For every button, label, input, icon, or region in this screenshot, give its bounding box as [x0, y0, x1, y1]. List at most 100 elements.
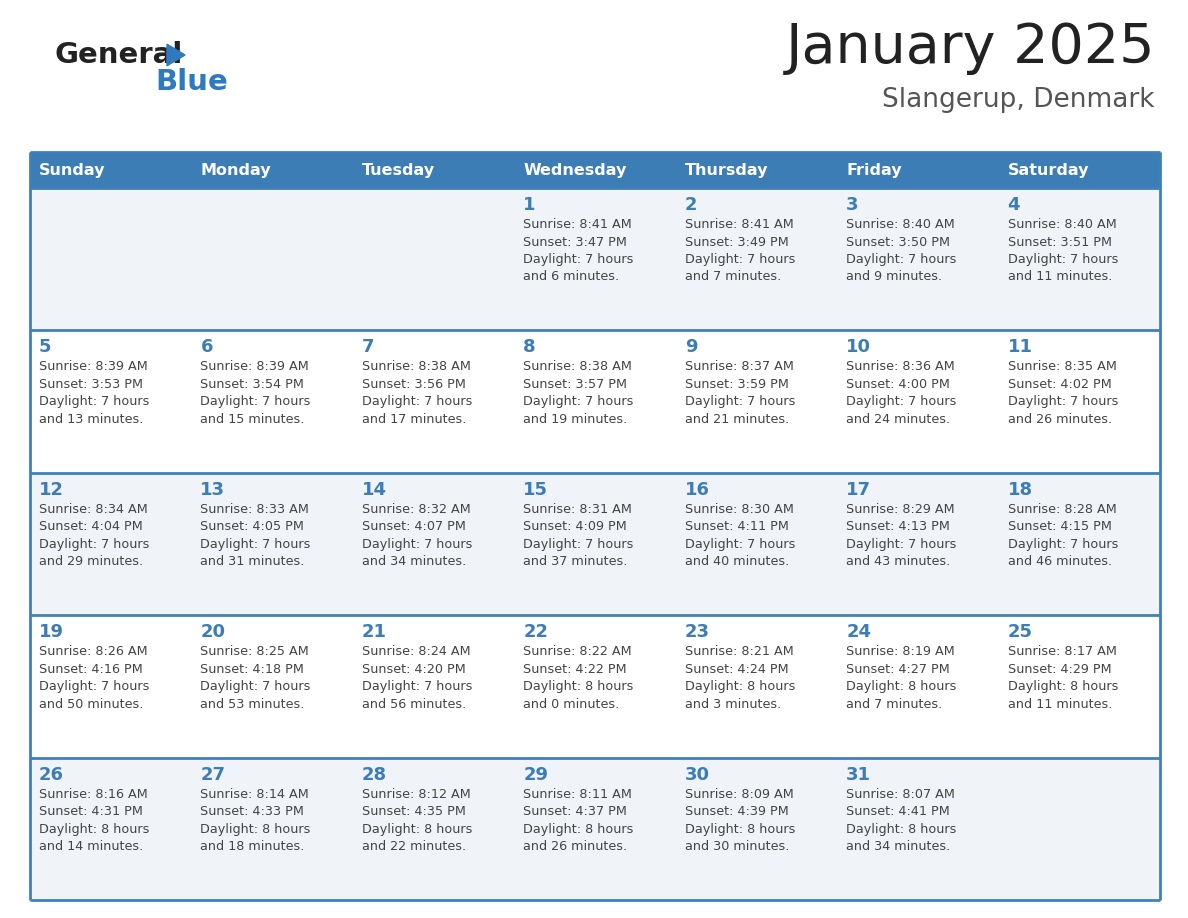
- Text: and 34 minutes.: and 34 minutes.: [362, 555, 466, 568]
- Polygon shape: [168, 44, 185, 66]
- Bar: [30, 152, 191, 188]
- Text: and 19 minutes.: and 19 minutes.: [523, 413, 627, 426]
- Text: Sunrise: 8:16 AM: Sunrise: 8:16 AM: [39, 788, 147, 800]
- Text: 11: 11: [1007, 339, 1032, 356]
- Text: Daylight: 8 hours: Daylight: 8 hours: [523, 823, 633, 835]
- Text: and 0 minutes.: and 0 minutes.: [523, 698, 619, 711]
- Text: Daylight: 7 hours: Daylight: 7 hours: [362, 680, 473, 693]
- Text: Sunrise: 8:34 AM: Sunrise: 8:34 AM: [39, 503, 147, 516]
- Text: Tuesday: Tuesday: [362, 162, 435, 177]
- Text: and 11 minutes.: and 11 minutes.: [1007, 271, 1112, 284]
- Text: Sunrise: 8:37 AM: Sunrise: 8:37 AM: [684, 361, 794, 374]
- Text: Daylight: 8 hours: Daylight: 8 hours: [684, 680, 795, 693]
- Text: and 30 minutes.: and 30 minutes.: [684, 840, 789, 853]
- Text: 28: 28: [362, 766, 387, 784]
- Text: Sunset: 4:37 PM: Sunset: 4:37 PM: [523, 805, 627, 818]
- Text: and 50 minutes.: and 50 minutes.: [39, 698, 144, 711]
- Text: Sunrise: 8:41 AM: Sunrise: 8:41 AM: [684, 218, 794, 231]
- Bar: [514, 152, 676, 188]
- Bar: [676, 473, 838, 615]
- Text: 16: 16: [684, 481, 709, 498]
- Text: Daylight: 8 hours: Daylight: 8 hours: [523, 680, 633, 693]
- Text: Wednesday: Wednesday: [523, 162, 626, 177]
- Text: Sunset: 4:07 PM: Sunset: 4:07 PM: [362, 521, 466, 533]
- Text: 6: 6: [201, 339, 213, 356]
- Bar: [838, 152, 999, 188]
- Text: Daylight: 7 hours: Daylight: 7 hours: [523, 253, 633, 266]
- Bar: [30, 615, 191, 757]
- Text: and 11 minutes.: and 11 minutes.: [1007, 698, 1112, 711]
- Text: 31: 31: [846, 766, 871, 784]
- Text: 29: 29: [523, 766, 549, 784]
- Bar: [514, 473, 676, 615]
- Bar: [30, 757, 191, 900]
- Text: 18: 18: [1007, 481, 1032, 498]
- Text: Sunrise: 8:22 AM: Sunrise: 8:22 AM: [523, 645, 632, 658]
- Text: Slangerup, Denmark: Slangerup, Denmark: [883, 87, 1155, 113]
- Text: Sunset: 4:16 PM: Sunset: 4:16 PM: [39, 663, 143, 676]
- Text: and 15 minutes.: and 15 minutes.: [201, 413, 305, 426]
- Text: Sunset: 4:02 PM: Sunset: 4:02 PM: [1007, 378, 1111, 391]
- Text: Daylight: 7 hours: Daylight: 7 hours: [846, 538, 956, 551]
- Text: and 22 minutes.: and 22 minutes.: [362, 840, 466, 853]
- Text: and 26 minutes.: and 26 minutes.: [1007, 413, 1112, 426]
- Text: 13: 13: [201, 481, 226, 498]
- Text: 24: 24: [846, 623, 871, 641]
- Text: 5: 5: [39, 339, 51, 356]
- Text: 4: 4: [1007, 196, 1020, 214]
- Text: Sunset: 4:33 PM: Sunset: 4:33 PM: [201, 805, 304, 818]
- Text: Daylight: 8 hours: Daylight: 8 hours: [846, 680, 956, 693]
- Text: Daylight: 7 hours: Daylight: 7 hours: [39, 680, 150, 693]
- Bar: [191, 152, 353, 188]
- Text: and 26 minutes.: and 26 minutes.: [523, 840, 627, 853]
- Text: 23: 23: [684, 623, 709, 641]
- Text: Daylight: 7 hours: Daylight: 7 hours: [39, 396, 150, 409]
- Text: Sunset: 4:39 PM: Sunset: 4:39 PM: [684, 805, 789, 818]
- Text: Sunrise: 8:28 AM: Sunrise: 8:28 AM: [1007, 503, 1117, 516]
- Text: Sunset: 3:57 PM: Sunset: 3:57 PM: [523, 378, 627, 391]
- Text: Sunrise: 8:33 AM: Sunrise: 8:33 AM: [201, 503, 309, 516]
- Text: 1: 1: [523, 196, 536, 214]
- Text: Sunrise: 8:24 AM: Sunrise: 8:24 AM: [362, 645, 470, 658]
- Bar: [353, 152, 514, 188]
- Text: Daylight: 7 hours: Daylight: 7 hours: [1007, 396, 1118, 409]
- Bar: [676, 757, 838, 900]
- Text: and 6 minutes.: and 6 minutes.: [523, 271, 619, 284]
- Text: 20: 20: [201, 623, 226, 641]
- Text: 15: 15: [523, 481, 549, 498]
- Text: Sunrise: 8:38 AM: Sunrise: 8:38 AM: [523, 361, 632, 374]
- Text: Sunrise: 8:40 AM: Sunrise: 8:40 AM: [846, 218, 955, 231]
- Text: and 14 minutes.: and 14 minutes.: [39, 840, 144, 853]
- Text: Sunrise: 8:32 AM: Sunrise: 8:32 AM: [362, 503, 470, 516]
- Bar: [353, 188, 514, 330]
- Text: Sunset: 4:27 PM: Sunset: 4:27 PM: [846, 663, 950, 676]
- Text: Sunrise: 8:21 AM: Sunrise: 8:21 AM: [684, 645, 794, 658]
- Text: Sunrise: 8:40 AM: Sunrise: 8:40 AM: [1007, 218, 1117, 231]
- Text: Sunset: 3:47 PM: Sunset: 3:47 PM: [523, 236, 627, 249]
- Bar: [838, 757, 999, 900]
- Text: and 7 minutes.: and 7 minutes.: [846, 698, 942, 711]
- Text: Monday: Monday: [201, 162, 271, 177]
- Text: Sunset: 4:00 PM: Sunset: 4:00 PM: [846, 378, 950, 391]
- Text: Sunset: 3:54 PM: Sunset: 3:54 PM: [201, 378, 304, 391]
- Text: Sunrise: 8:39 AM: Sunrise: 8:39 AM: [201, 361, 309, 374]
- Text: Sunrise: 8:38 AM: Sunrise: 8:38 AM: [362, 361, 470, 374]
- Text: Daylight: 7 hours: Daylight: 7 hours: [362, 538, 473, 551]
- Text: Sunday: Sunday: [39, 162, 106, 177]
- Text: and 46 minutes.: and 46 minutes.: [1007, 555, 1112, 568]
- Bar: [999, 188, 1159, 330]
- Text: Sunrise: 8:35 AM: Sunrise: 8:35 AM: [1007, 361, 1117, 374]
- Text: Daylight: 8 hours: Daylight: 8 hours: [684, 823, 795, 835]
- Bar: [999, 152, 1159, 188]
- Text: Daylight: 7 hours: Daylight: 7 hours: [523, 396, 633, 409]
- Text: Sunrise: 8:30 AM: Sunrise: 8:30 AM: [684, 503, 794, 516]
- Text: Daylight: 7 hours: Daylight: 7 hours: [684, 538, 795, 551]
- Text: Daylight: 7 hours: Daylight: 7 hours: [523, 538, 633, 551]
- Text: Daylight: 7 hours: Daylight: 7 hours: [846, 253, 956, 266]
- Bar: [353, 615, 514, 757]
- Text: Daylight: 7 hours: Daylight: 7 hours: [846, 396, 956, 409]
- Text: Sunrise: 8:12 AM: Sunrise: 8:12 AM: [362, 788, 470, 800]
- Bar: [353, 473, 514, 615]
- Text: 27: 27: [201, 766, 226, 784]
- Bar: [838, 330, 999, 473]
